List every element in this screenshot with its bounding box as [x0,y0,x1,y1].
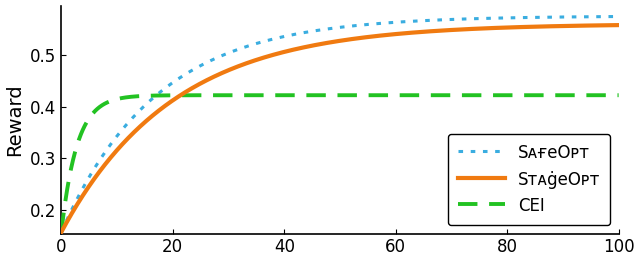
Legend: SᴀғеOᴘᴛ, SᴛᴀġеOᴘᴛ, CEI: SᴀғеOᴘᴛ, SᴛᴀġеOᴘᴛ, CEI [448,134,611,225]
Y-axis label: Reward: Reward [6,83,24,156]
